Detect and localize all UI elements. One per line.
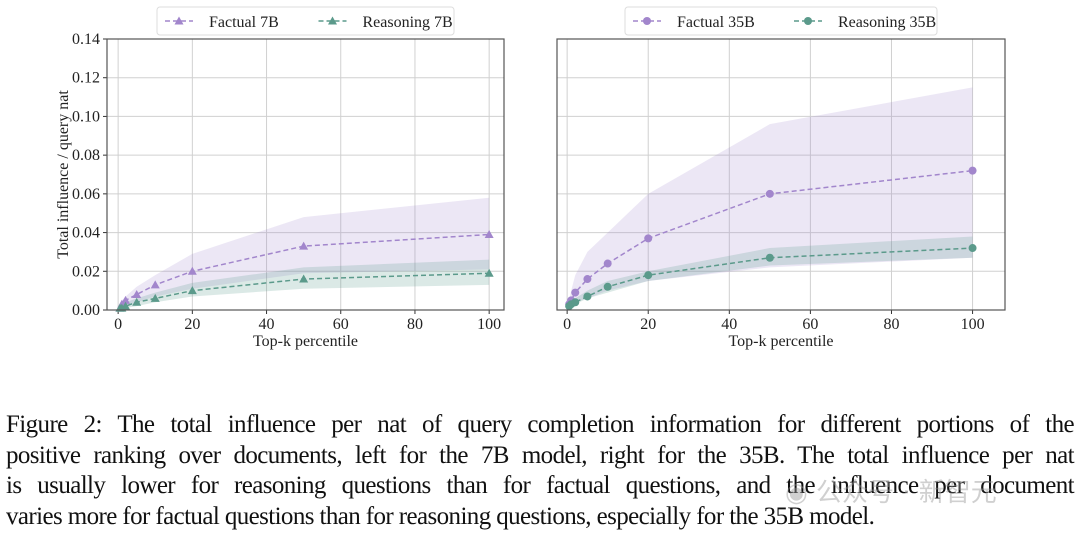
data-point: [299, 241, 309, 250]
legend-label: Reasoning 7B: [363, 14, 453, 31]
data-point: [121, 295, 131, 304]
data-point: [150, 280, 160, 289]
watermark: ◉ 公众号 · 新智元: [785, 478, 997, 508]
legend: Factual 35B Reasoning 35B: [624, 6, 938, 36]
data-point: [484, 268, 494, 277]
figure-caption: Figure 2: The total influence per nat of…: [6, 410, 1075, 532]
confidence-band-0: [119, 197, 490, 310]
legend-marker: [643, 17, 651, 25]
caption-line: is usually lower for reasoning questions…: [6, 472, 1075, 499]
x-tick-label: 40: [721, 316, 737, 333]
legend-marker: [328, 16, 337, 25]
x-axis-label: Top-k percentile: [253, 333, 358, 350]
y-tick-label: 0.12: [72, 70, 100, 87]
x-tick-label: 0: [563, 316, 571, 333]
data-point: [583, 292, 592, 301]
data-point: [765, 189, 774, 198]
chart-panel-1: 0 20 40 60 80 100 Top-k percentile Factual 35B R…: [556, 6, 1006, 350]
data-point: [121, 301, 131, 310]
data-point: [644, 271, 653, 280]
data-point: [484, 230, 494, 239]
legend-label: Factual 7B: [209, 14, 279, 31]
legend-marker: [174, 16, 184, 25]
legend-box: [156, 6, 455, 36]
data-point: [603, 259, 612, 268]
x-tick-label: 20: [184, 316, 200, 333]
x-tick-label: 80: [883, 316, 899, 333]
data-point: [299, 274, 309, 283]
data-point: [968, 244, 977, 253]
legend-marker: [804, 17, 812, 25]
legend-box: [624, 6, 938, 36]
x-tick-label: 60: [802, 316, 818, 333]
data-point: [571, 298, 580, 307]
data-point: [968, 166, 977, 175]
confidence-band-1: [569, 236, 973, 309]
caption-line: varies more for factual questions than f…: [6, 502, 875, 530]
data-point: [603, 282, 612, 291]
chart-panel-0: 0 20 40 60 80 100 0.00 0.02 0.04 0.06 0.08 0.10 0.12…: [55, 6, 505, 350]
x-tick-label: 60: [333, 316, 349, 333]
x-axis-label: Top-k percentile: [728, 333, 833, 350]
data-point: [571, 288, 580, 297]
series-line-0: [568, 169, 973, 305]
y-tick-label: 0.02: [72, 263, 100, 280]
y-tick-label: 0.04: [72, 225, 100, 242]
x-tick-label: 100: [477, 316, 501, 333]
x-tick-label: 40: [259, 316, 275, 333]
x-tick-label: 100: [961, 316, 985, 333]
legend-label: Factual 35B: [677, 14, 755, 31]
x-tick-label: 0: [114, 316, 122, 333]
data-point: [187, 286, 197, 295]
data-point: [132, 297, 142, 306]
x-tick-label: 80: [407, 316, 423, 333]
axes-frame: [556, 38, 1006, 311]
caption-line: Figure 2: The total influence per nat of…: [6, 411, 1075, 438]
legend-label: Reasoning 35B: [838, 14, 936, 31]
data-point: [150, 293, 160, 302]
figure: 0 20 40 60 80 100 0.00 0.02 0.04 0.06 0.08 0.10 0.12…: [55, 6, 1006, 350]
y-tick-label: 0.08: [72, 147, 100, 164]
data-point: [644, 234, 653, 243]
y-tick-label: 0.14: [72, 31, 100, 48]
y-tick-label: 0.06: [72, 186, 100, 203]
confidence-band-1: [119, 259, 490, 310]
data-point: [187, 266, 197, 275]
y-tick-label: 0.10: [72, 108, 100, 125]
y-tick-label: 0.00: [72, 302, 100, 319]
x-tick-label: 20: [640, 316, 656, 333]
data-point: [583, 275, 592, 284]
confidence-band-0: [569, 87, 973, 309]
y-axis-label: Total influence / query nat: [55, 90, 72, 259]
data-point: [765, 253, 774, 262]
caption-line: positive ranking over documents, left fo…: [6, 441, 1075, 469]
legend: Factual 7B Reasoning 7B: [156, 6, 455, 36]
data-point: [132, 290, 142, 299]
series-line-0: [119, 233, 490, 309]
axes-frame: [106, 38, 505, 311]
